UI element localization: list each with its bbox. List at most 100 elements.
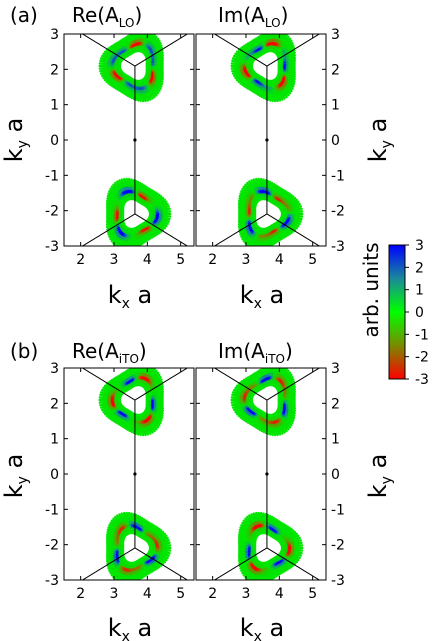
valley-stroke (251, 87, 256, 93)
valley-stroke (290, 383, 296, 388)
valley-stroke (127, 511, 131, 518)
valley-stroke (157, 562, 163, 567)
y-tick-label: 2 (331, 62, 340, 78)
valley-stroke (121, 88, 126, 94)
valley-stroke (118, 420, 123, 426)
valley-stroke (145, 95, 150, 102)
valley-stroke (123, 177, 127, 184)
valley-stroke (237, 204, 243, 208)
valley-stroke (290, 81, 296, 86)
valley-stroke (121, 422, 126, 428)
valley-stroke (157, 228, 163, 233)
valley-stroke (105, 204, 111, 208)
valley-stroke (286, 565, 291, 570)
valley-stroke (103, 77, 110, 82)
valley-stroke (296, 205, 302, 209)
valley-stroke (143, 237, 147, 243)
valley-stroke (278, 187, 282, 193)
valley-stroke (243, 417, 248, 422)
valley-stroke (291, 561, 297, 566)
valley-stroke (124, 424, 129, 430)
valley-stroke (160, 532, 166, 537)
valley-stroke (270, 430, 274, 437)
valley-stroke (284, 232, 289, 237)
y-tick-label: -2 (331, 204, 345, 220)
panel-a-left: 2 3 4 5 3 2 1 0 -1 -2 -3 (45, 27, 195, 268)
valley-stroke (287, 563, 293, 569)
valley-stroke (101, 73, 107, 78)
valley-stroke (275, 519, 279, 525)
xlabel-a-left: kx a (108, 281, 153, 312)
valley-stroke (153, 35, 158, 41)
panel-a-right: 2 3 4 5 3 2 1 0 -1 -2 -3 (195, 27, 345, 268)
valley-Kprime (237, 177, 304, 246)
valley-stroke (241, 415, 246, 421)
valley-stroke (255, 37, 259, 43)
M-point (133, 472, 137, 476)
valley-stroke (121, 38, 126, 44)
valley-stroke (110, 571, 116, 577)
valley-stroke (239, 565, 245, 570)
valley-stroke (290, 380, 296, 386)
valley-stroke (273, 572, 277, 578)
y-tick-label: -1 (331, 168, 345, 184)
valley-stroke (284, 566, 289, 571)
valley-stroke (279, 234, 284, 240)
valley-stroke (250, 420, 255, 426)
y-tick-label: 2 (331, 396, 340, 412)
valley-stroke (250, 374, 255, 380)
y-tick-label: 0 (50, 467, 59, 483)
y-tick-label: -1 (45, 502, 59, 518)
bz-line (81, 34, 136, 67)
y-tick-label: -3 (331, 239, 345, 255)
valley-stroke (279, 429, 284, 435)
valley-stroke (246, 376, 251, 381)
bz-line (266, 34, 321, 67)
valley-stroke (278, 235, 282, 241)
valley-stroke (242, 237, 248, 243)
valley-stroke (290, 415, 296, 420)
y-tick-label: -3 (331, 573, 345, 589)
valley-stroke (121, 372, 126, 378)
valley-stroke (111, 83, 116, 88)
valley-stroke (292, 225, 298, 230)
valley-stroke (276, 236, 281, 242)
colorbar-tick-label: 3 (415, 238, 424, 254)
valley-stroke (235, 77, 242, 82)
valley-stroke (159, 530, 165, 535)
valley-stroke (237, 382, 243, 387)
valley-stroke (276, 570, 281, 576)
valley-stroke (290, 54, 296, 58)
valley-stroke (114, 240, 119, 246)
valley-stroke (248, 514, 253, 520)
valley-stroke (237, 554, 243, 558)
valley-stroke (159, 227, 165, 232)
valley-stroke (246, 515, 251, 522)
valley-stroke (119, 373, 124, 379)
valley-stroke (158, 410, 164, 415)
valley-stroke (155, 421, 161, 427)
valley-stroke (106, 199, 112, 204)
bz-line (81, 368, 136, 401)
x-tick-label: 4 (143, 586, 152, 602)
valley-stroke (144, 236, 149, 242)
valley-stroke (154, 89, 160, 95)
M-point (265, 472, 269, 476)
valley-stroke (112, 43, 118, 48)
valley-stroke (164, 539, 170, 543)
bz-line (81, 213, 136, 246)
valley-stroke (109, 379, 114, 385)
valley-stroke (284, 525, 289, 530)
y-tick-label: 1 (50, 98, 59, 114)
valley-stroke (141, 572, 145, 578)
valley-stroke (290, 56, 296, 60)
valley-stroke (111, 44, 116, 49)
panel-a-right-title-base: Im(A (218, 3, 265, 27)
y-tick-label: -1 (45, 168, 59, 184)
valley-stroke (99, 391, 106, 395)
valley-stroke (238, 226, 244, 231)
valley-stroke (237, 538, 243, 542)
valley-stroke (156, 42, 162, 47)
valley-stroke (248, 420, 253, 425)
valley-stroke (158, 412, 164, 417)
